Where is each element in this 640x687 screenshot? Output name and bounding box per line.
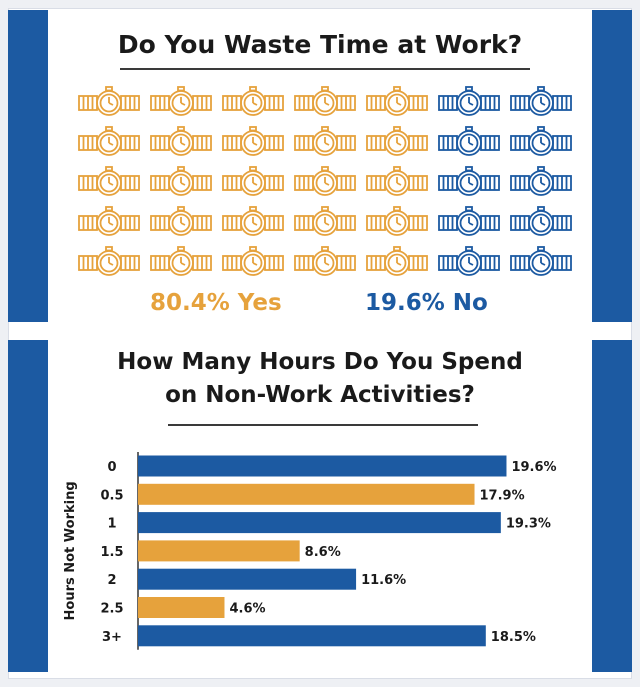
bar-1.5 [138, 540, 300, 562]
bar-value-label: 11.6% [361, 573, 406, 588]
watch-icon-yes [150, 206, 212, 240]
watch-icon-yes [78, 246, 140, 280]
bar-1 [138, 512, 501, 534]
watch-icon-yes [366, 86, 428, 120]
hours-title-line-2: on Non-Work Activities? [165, 382, 475, 408]
y-tick-label: 0.5 [100, 488, 123, 503]
watch-icon-yes [150, 166, 212, 200]
watch-icon-no [510, 246, 572, 280]
bar-2.5 [138, 597, 225, 618]
no-percentage: 19.6% No [365, 290, 488, 316]
watch-icon-yes [222, 206, 284, 240]
bar-value-label: 17.9% [480, 488, 525, 503]
bar-value-label: 8.6% [305, 545, 341, 560]
watch-icon-yes [222, 166, 284, 200]
y-tick-label: 2.5 [100, 602, 123, 617]
watch-icon-no [510, 86, 572, 120]
y-axis-label: Hours Not Working [63, 481, 78, 620]
watch-icon-no [510, 166, 572, 200]
watch-icon-no [510, 206, 572, 240]
right-stripe [592, 10, 632, 322]
watch-icon-yes [222, 126, 284, 160]
watch-icon-yes [78, 166, 140, 200]
bar-2 [138, 568, 357, 590]
hours-title-line-1: How Many Hours Do You Spend [117, 349, 523, 375]
watch-icon-yes [78, 126, 140, 160]
bar-0.5 [138, 483, 475, 505]
watch-icon-yes [150, 126, 212, 160]
waste-time-title: Do You Waste Time at Work? [117, 30, 523, 59]
watch-icon-yes [366, 206, 428, 240]
bar-0 [138, 455, 507, 477]
bar-value-label: 19.3% [506, 517, 551, 532]
watch-icon-no [438, 166, 500, 200]
watch-icon-yes [150, 86, 212, 120]
bar-3+ [138, 625, 486, 647]
title-underline [168, 424, 478, 426]
watch-icon-yes [222, 246, 284, 280]
watch-icon-yes [222, 86, 284, 120]
watch-icon-yes [366, 246, 428, 280]
title-underline [120, 68, 530, 70]
watch-pictograph [78, 86, 584, 286]
y-tick-label: 1.5 [100, 545, 123, 560]
watch-icon-no [438, 206, 500, 240]
y-tick-label: 3+ [102, 630, 122, 645]
y-tick-label: 0 [107, 460, 116, 475]
hours-title: How Many Hours Do You Spend on Non-Work … [48, 346, 592, 412]
left-stripe [8, 10, 48, 322]
watch-icon-yes [294, 126, 356, 160]
watch-icon-yes [78, 206, 140, 240]
waste-time-panel: Do You Waste Time at Work? 80.4% Yes 19.… [8, 10, 632, 322]
y-tick-label: 1 [107, 517, 116, 532]
watch-icon-yes [294, 206, 356, 240]
bar-value-label: 4.6% [229, 602, 265, 617]
watch-icon-no [438, 86, 500, 120]
watch-icon-yes [366, 166, 428, 200]
hours-panel: How Many Hours Do You Spend on Non-Work … [8, 340, 632, 672]
right-stripe [592, 340, 632, 672]
watch-icon-no [438, 126, 500, 160]
watch-icon-yes [294, 166, 356, 200]
watch-icon-no [438, 246, 500, 280]
hours-bar-chart: 0 19.6% 0.5 17.9% 1 19.3% 1.5 8.6% 2 11.6% 2.5 4.6%… [63, 452, 557, 650]
y-tick-label: 2 [107, 573, 116, 588]
bar-value-label: 18.5% [491, 630, 536, 645]
watch-icon-no [510, 126, 572, 160]
watch-icon-yes [366, 126, 428, 160]
watch-icon-yes [294, 246, 356, 280]
watch-icon-yes [294, 86, 356, 120]
bar-value-label: 19.6% [511, 460, 556, 475]
watch-icon-yes [150, 246, 212, 280]
left-stripe [8, 340, 48, 672]
yes-percentage: 80.4% Yes [150, 290, 282, 316]
watch-icon-yes [78, 86, 140, 120]
